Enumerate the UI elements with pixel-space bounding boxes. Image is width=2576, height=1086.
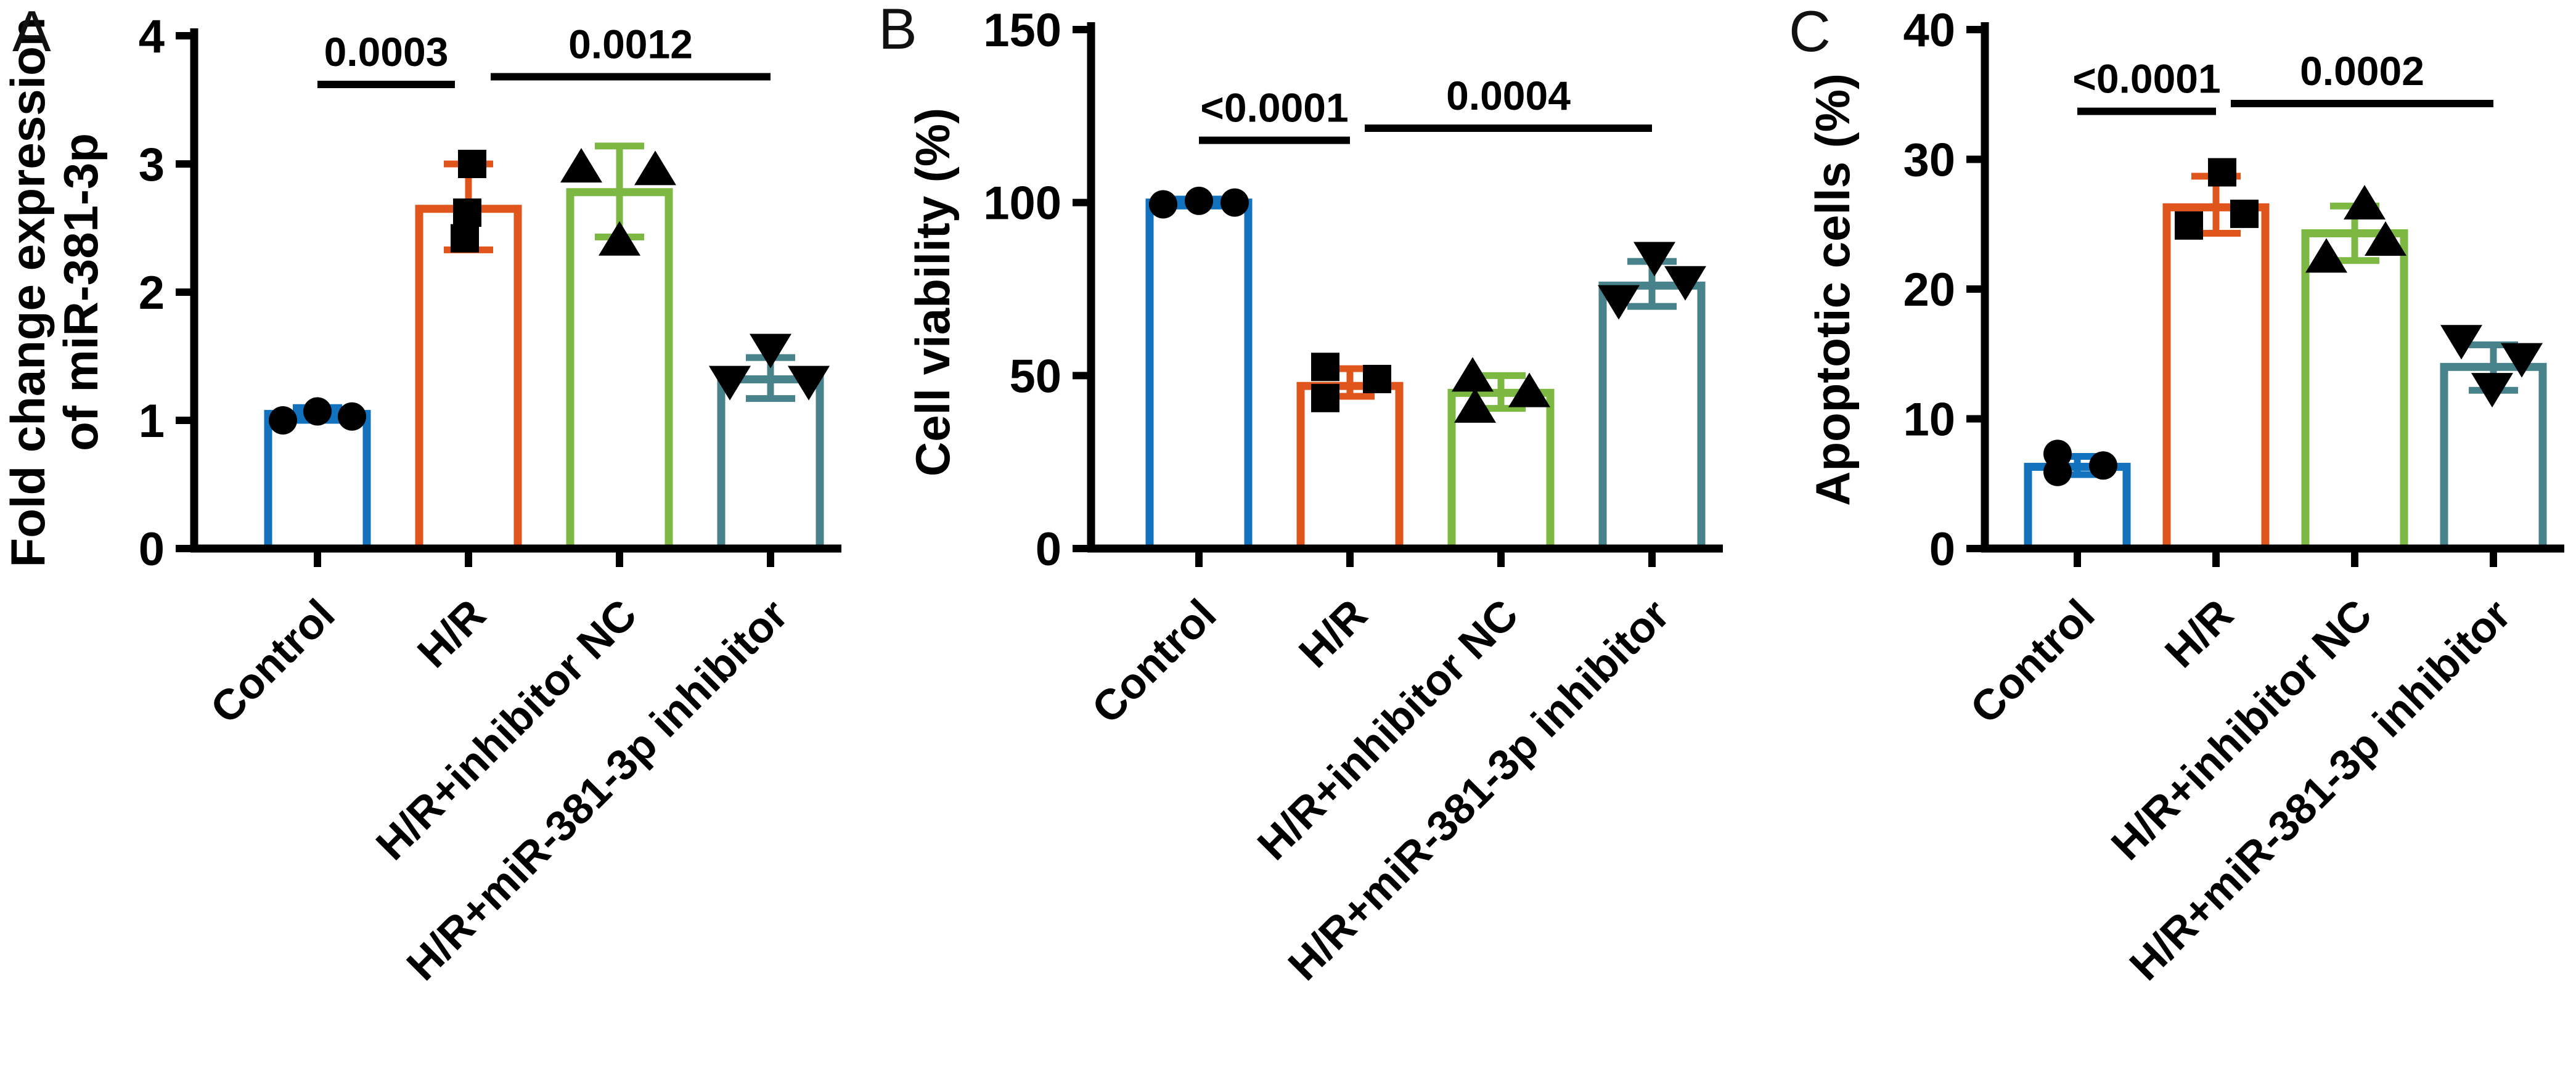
panel-letter-a: A: [12, 0, 51, 63]
p-value-label: 0.0002: [2300, 48, 2424, 94]
data-point-square: [2175, 211, 2203, 240]
y-tick-label: 100: [983, 178, 1061, 230]
bar-group: [2024, 453, 2131, 553]
data-point-triangle-down: [2440, 325, 2482, 360]
bar: [717, 375, 824, 553]
data-point-square: [2230, 199, 2259, 228]
y-tick-label: 30: [1903, 134, 1955, 187]
data-point-triangle-up: [2365, 221, 2406, 256]
panel-letter-c: C: [1789, 0, 1831, 63]
p-value-label: <0.0001: [1200, 85, 1348, 131]
y-tick-label: 3: [139, 139, 165, 191]
data-point-square: [453, 198, 481, 227]
data-point-triangle-down: [788, 365, 830, 401]
x-category-label: Control: [202, 590, 344, 732]
bar-group: [1145, 195, 1253, 553]
data-point-square: [2208, 158, 2236, 187]
y-tick-label: 150: [983, 4, 1061, 57]
p-value-label: 0.0003: [324, 29, 449, 75]
x-category-label: H/R+inhibitor NC: [367, 590, 645, 868]
data-point-circle: [303, 397, 332, 426]
data-point-triangle-up: [634, 150, 676, 186]
data-point-triangle-down: [2471, 373, 2513, 408]
y-tick-label: 50: [1009, 350, 1061, 402]
data-point-circle: [338, 402, 366, 431]
x-category-label: Control: [1961, 590, 2104, 732]
p-value-label: 0.0012: [568, 22, 693, 67]
data-point-triangle-down: [2501, 343, 2543, 378]
data-point-square: [451, 224, 479, 253]
data-point-circle: [1149, 190, 1177, 219]
panel-c: C 0 10 20 30 40 Control H/R H/R+inhibitor NC H/R…: [1726, 0, 2576, 1086]
y-tick-label: 0: [1036, 523, 1061, 576]
data-point-triangle-down: [1634, 242, 1675, 277]
data-point-triangle-down: [1598, 285, 1640, 320]
y-tick-label: 1: [139, 395, 165, 447]
y-axis-title: of miR-381-3p: [54, 133, 108, 451]
bar: [2024, 462, 2131, 553]
y-tick-label: 20: [1903, 264, 1955, 316]
y-tick-label: 0: [139, 523, 165, 576]
data-point-square: [1311, 353, 1339, 382]
panel-b: B 0 50 100 150 Control H/R H/R+inhibitor NC H/R…: [863, 0, 1726, 1086]
data-point-circle: [1185, 186, 1213, 215]
p-value-label: 0.0004: [1446, 73, 1571, 118]
y-tick-label: 4: [139, 10, 165, 63]
y-axis-title: Fold change expression: [1, 17, 55, 568]
bar-group: [566, 142, 673, 553]
data-point-triangle-up: [1452, 357, 1494, 392]
data-point-circle: [269, 406, 297, 435]
y-tick-label: 2: [139, 267, 165, 319]
bar-group: [2162, 173, 2270, 553]
bar-group: [2301, 202, 2408, 553]
p-value-label: <0.0001: [2072, 56, 2220, 102]
data-point-triangle-up: [560, 148, 602, 183]
x-category-label: H/R: [408, 590, 494, 676]
panel-letter-b: B: [878, 0, 917, 61]
data-point-circle: [2043, 457, 2072, 486]
y-tick-label: 0: [1929, 523, 1955, 576]
data-point-triangle-up: [2344, 185, 2386, 220]
x-category-label: H/R+inhibitor NC: [1248, 590, 1527, 868]
data-point-triangle-up: [599, 221, 640, 256]
y-tick-label: 10: [1903, 394, 1955, 446]
bar: [415, 205, 522, 553]
bar: [1145, 198, 1253, 553]
data-point-circle: [1221, 188, 1249, 217]
data-point-square: [1311, 383, 1339, 412]
y-axis-title: Apoptotic cells (%): [1805, 73, 1860, 506]
bar: [2162, 203, 2270, 553]
x-category-label: H/R: [1290, 590, 1376, 676]
data-point-triangle-down: [1664, 266, 1706, 301]
data-point-triangle-down: [709, 365, 751, 401]
y-tick-label: 40: [1903, 4, 1955, 57]
bar: [2301, 229, 2408, 553]
y-axis-title: Cell viability (%): [906, 108, 960, 476]
data-point-square: [458, 150, 486, 178]
data-point-triangle-up: [1454, 388, 1496, 423]
data-point-triangle-down: [750, 333, 791, 369]
data-point-square: [1363, 364, 1391, 393]
x-category-label: H/R: [2156, 590, 2242, 676]
x-category-label: Control: [1083, 590, 1225, 732]
data-point-circle: [2089, 451, 2117, 480]
panel-a: A 0 1 2 3 4 Control H/R H/R+inhibitor NC H/R+miR…: [0, 0, 863, 1086]
data-point-triangle-up: [2305, 238, 2347, 273]
bar: [1598, 281, 1706, 553]
x-category-label: H/R+inhibitor NC: [2102, 590, 2381, 868]
data-point-triangle-up: [1508, 372, 1550, 407]
